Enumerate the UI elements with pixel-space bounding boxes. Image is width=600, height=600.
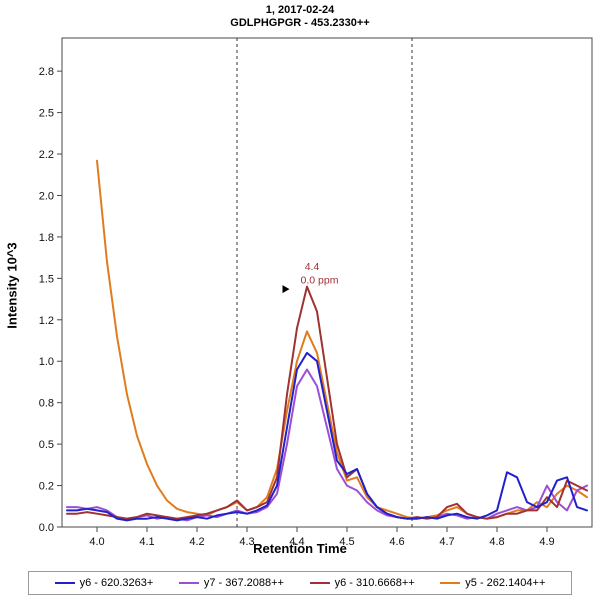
series-line-y6-310.6668++[interactable] — [66, 285, 588, 520]
chromatogram-plot[interactable]: 4.0 4.1 4.2 4.3 4.4 4.5 4.6 4.7 4.8 4.9 0.0 0.2 0.5 0… — [0, 30, 600, 568]
peak-rt-annotation: 4.4 — [305, 261, 320, 273]
legend-label: y7 - 367.2088++ — [203, 577, 284, 589]
legend-label: y5 - 262.1404++ — [465, 577, 546, 589]
y-tick-label: 1.2 — [39, 315, 54, 327]
y-tick-label: 0.2 — [39, 481, 54, 493]
x-tick-label: 4.5 — [339, 536, 354, 548]
x-tick-label: 4.7 — [439, 536, 454, 548]
legend: y6 - 620.3263+ y7 - 367.2088++ y6 - 310.66… — [28, 571, 572, 595]
plot-border — [61, 37, 593, 528]
y-tick-label: 1.8 — [39, 232, 54, 244]
y-tick-label: 2.8 — [39, 66, 54, 78]
y-tick-label: 2.0 — [39, 190, 54, 202]
x-tick-label: 4.9 — [539, 536, 554, 548]
peak-ppm-annotation: 0.0 ppm — [301, 274, 339, 286]
x-tick-label: 4.0 — [89, 536, 104, 548]
x-axis-label: Retention Time — [253, 541, 347, 556]
legend-item-0: y6 - 620.3263+ — [54, 577, 154, 589]
series-line-y6-620.3263+[interactable] — [66, 351, 588, 522]
y-tick-label: 0.0 — [39, 522, 54, 534]
y-tick-label: 1.5 — [39, 273, 54, 285]
legend-item-2: y6 - 310.6668++ — [309, 577, 415, 589]
y-tick-label: 0.5 — [39, 439, 54, 451]
y-tick-label: 2.5 — [39, 108, 54, 120]
x-tick-label: 4.2 — [189, 536, 204, 548]
peptide-precursor-title: GDLPHGPGR - 453.2330++ — [230, 17, 370, 29]
legend-line-marker-icon — [440, 582, 461, 584]
series-line-y5-262.1404++[interactable] — [96, 159, 588, 520]
y-tick-label: 2.2 — [39, 149, 54, 161]
y-tick-label: 0.8 — [39, 398, 54, 410]
x-tick-label: 4.8 — [489, 536, 504, 548]
replicate-title: 1, 2017-02-24 — [265, 4, 335, 16]
legend-item-3: y5 - 262.1404++ — [440, 577, 545, 589]
peak-id-arrow-icon — [282, 285, 290, 294]
x-tick-label: 4.4 — [289, 536, 304, 548]
y-tick-label: 1.0 — [39, 356, 54, 368]
x-tick-label: 4.6 — [389, 536, 404, 548]
legend-label: y6 - 310.6668++ — [334, 577, 415, 589]
x-tick-label: 4.3 — [239, 536, 254, 548]
series-line-y7-367.2088++[interactable] — [66, 368, 588, 522]
legend-line-marker-icon — [54, 582, 75, 584]
legend-line-marker-icon — [309, 582, 330, 584]
legend-item-1: y7 - 367.2088++ — [178, 577, 284, 589]
legend-line-marker-icon — [178, 582, 199, 584]
legend-label: y6 - 620.3263+ — [79, 577, 154, 589]
x-tick-label: 4.1 — [139, 536, 154, 548]
